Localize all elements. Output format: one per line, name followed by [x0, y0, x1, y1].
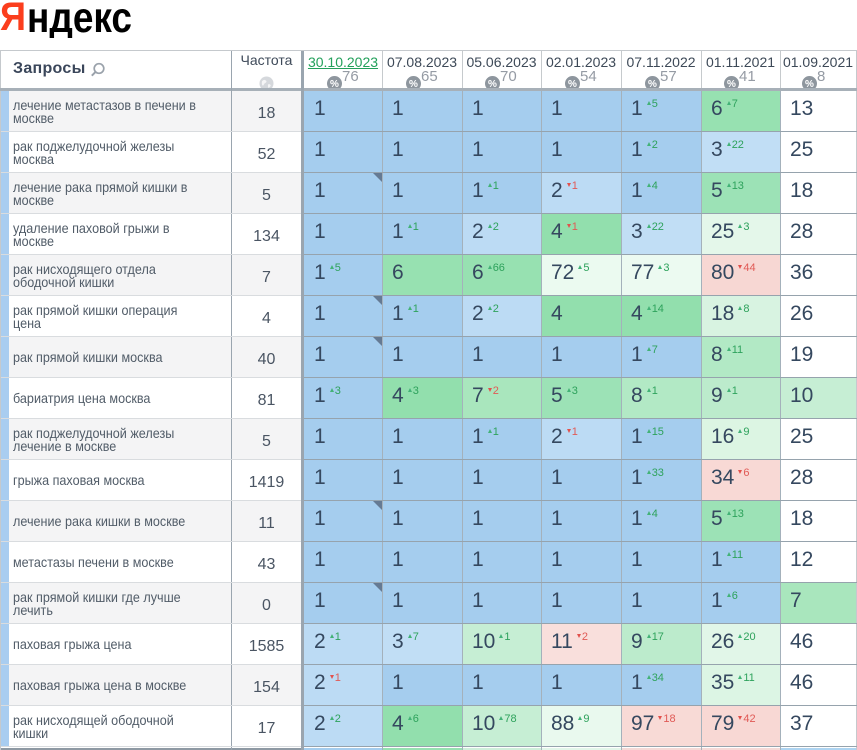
svg-text:ндекс: ндекс — [27, 0, 132, 38]
svg-text:%: % — [805, 79, 814, 90]
svg-text:%: % — [488, 79, 497, 90]
svg-text:Я: Я — [0, 0, 26, 38]
svg-text:%: % — [648, 79, 657, 90]
svg-text:%: % — [568, 79, 577, 90]
svg-text:%: % — [727, 79, 736, 90]
svg-text:%: % — [409, 79, 418, 90]
svg-text:%: % — [330, 79, 339, 90]
